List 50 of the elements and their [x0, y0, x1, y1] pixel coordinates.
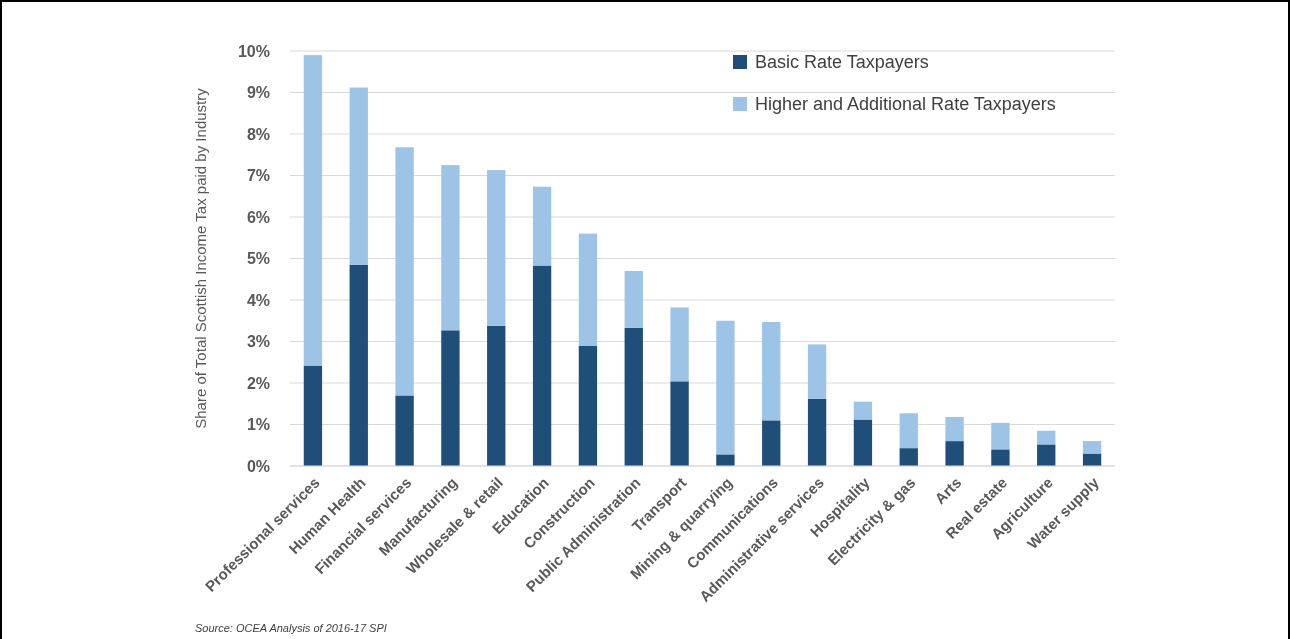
y-tick-label: 10%	[237, 42, 270, 60]
bar	[807, 398, 827, 466]
y-axis-title: Share of Total Scottish Income Tax paid by Industry	[192, 87, 209, 429]
y-tick-label: 8%	[246, 125, 270, 143]
bar	[532, 186, 552, 266]
y-tick-label: 4%	[246, 291, 270, 309]
bar	[349, 264, 368, 466]
bar	[532, 265, 552, 466]
bar	[395, 147, 414, 396]
bar	[762, 322, 781, 421]
bar	[899, 448, 918, 466]
source-note: Source: OCEA Analysis of 2016-17 SPI	[195, 622, 387, 634]
bar	[1037, 430, 1056, 445]
bar	[441, 330, 460, 466]
bar	[624, 270, 643, 328]
legend-label: Higher and Additional Rate Taxpayers	[755, 94, 1056, 115]
bar	[762, 420, 781, 466]
y-tick-label: 9%	[246, 84, 270, 102]
bar	[578, 345, 598, 466]
bar	[716, 320, 735, 455]
legend-label: Basic Rate Taxpayers	[755, 52, 929, 73]
bar	[578, 233, 598, 346]
bar	[487, 325, 506, 466]
bar	[670, 307, 689, 382]
y-tick-label: 5%	[246, 250, 270, 268]
bar	[991, 449, 1010, 466]
bar	[303, 55, 323, 366]
bar	[945, 417, 964, 442]
bar	[349, 87, 368, 265]
y-tick-label: 0%	[246, 457, 270, 475]
bar	[853, 401, 873, 420]
y-tick-label: 1%	[246, 416, 270, 434]
bar	[945, 441, 964, 466]
bar	[487, 170, 506, 326]
bar	[441, 165, 460, 331]
y-tick-label: 2%	[246, 374, 270, 392]
bar	[1082, 441, 1102, 454]
bar	[807, 344, 827, 399]
y-tick-label: 7%	[246, 167, 270, 185]
y-tick-label: 3%	[246, 333, 270, 351]
bar	[853, 419, 873, 466]
bar	[670, 381, 689, 466]
bar	[899, 413, 918, 449]
y-tick-label: 6%	[246, 208, 270, 226]
bar	[395, 395, 414, 466]
bar	[1037, 444, 1056, 466]
bar	[991, 422, 1010, 450]
bar	[624, 327, 643, 466]
bar	[716, 454, 735, 466]
bar	[303, 365, 323, 466]
